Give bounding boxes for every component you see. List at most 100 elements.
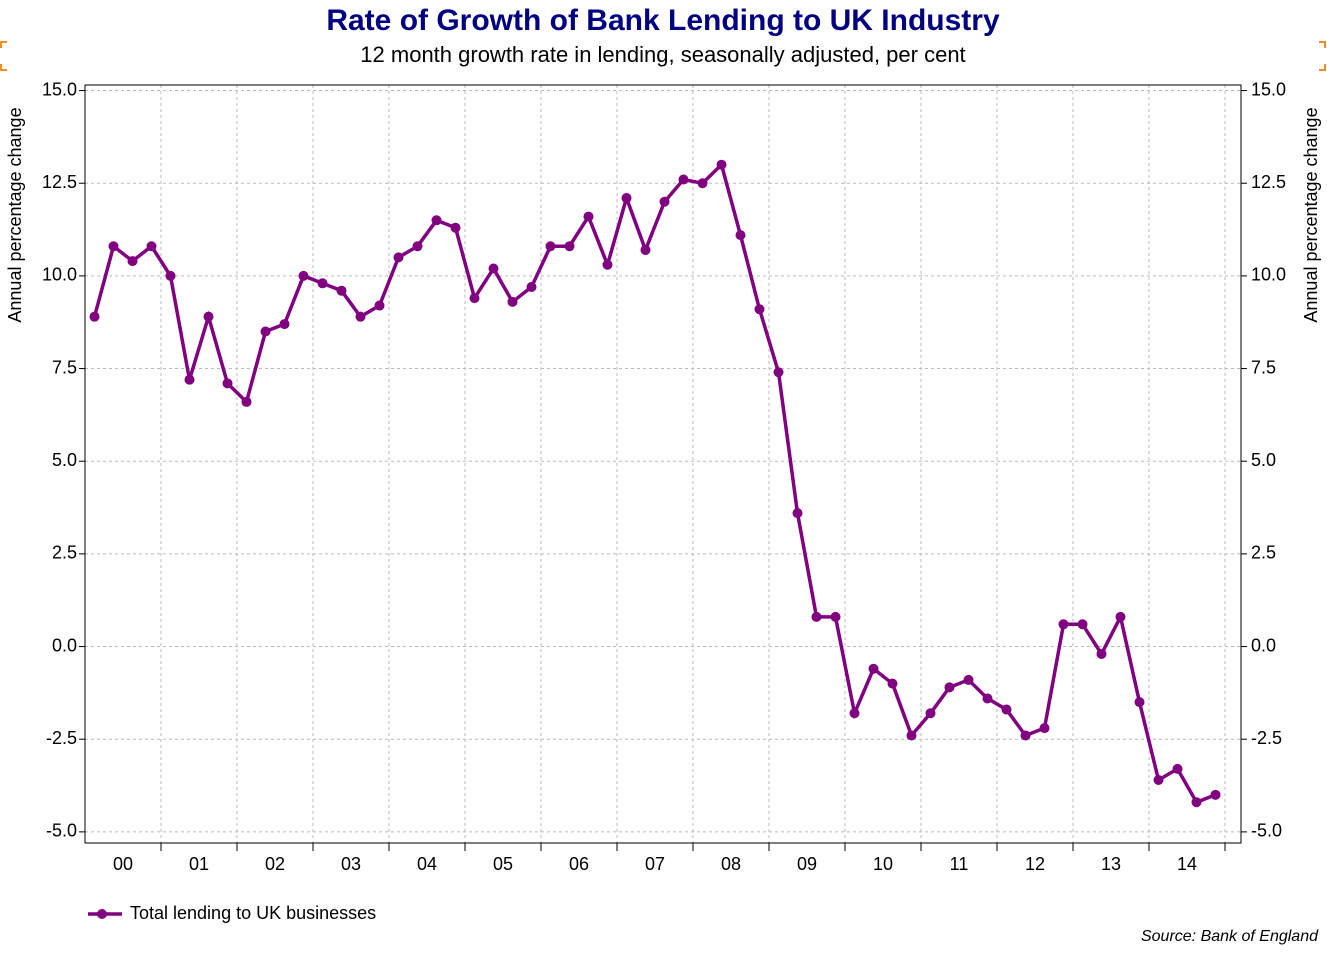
x-tick-label: 14 (1177, 854, 1197, 874)
y2-tick-label: -2.5 (1251, 728, 1282, 748)
data-point (963, 674, 974, 685)
data-point (165, 270, 176, 281)
data-point (450, 222, 461, 233)
data-point (1001, 704, 1012, 715)
data-point (944, 682, 955, 693)
corner-mark (1319, 41, 1326, 71)
y-axis-label: Annual percentage change (5, 107, 25, 322)
y-tick-label: -5.0 (46, 821, 77, 841)
y2-tick-label: -5.0 (1251, 821, 1282, 841)
y-tick-label: 15.0 (42, 79, 77, 99)
data-point (545, 241, 556, 252)
legend-marker (97, 909, 107, 919)
data-point (887, 678, 898, 689)
data-point (203, 311, 214, 322)
data-point (1039, 723, 1050, 734)
x-tick-label: 02 (265, 854, 285, 874)
y-tick-label: 10.0 (42, 265, 77, 285)
data-point (393, 252, 404, 263)
x-tick-label: 04 (417, 854, 437, 874)
data-point (754, 304, 765, 315)
y-tick-label: 7.5 (52, 357, 77, 377)
data-point (260, 326, 271, 337)
data-point (1210, 789, 1221, 800)
data-point (526, 282, 537, 293)
data-point (469, 293, 480, 304)
data-point (792, 508, 803, 519)
x-tick-label: 13 (1101, 854, 1121, 874)
data-point (925, 708, 936, 719)
data-point (659, 196, 670, 207)
data-point (906, 730, 917, 741)
y-tick-label: -2.5 (46, 728, 77, 748)
data-point (507, 296, 518, 307)
data-point (583, 211, 594, 222)
legend-label: Total lending to UK businesses (130, 903, 376, 923)
y-tick-label: 2.5 (52, 543, 77, 563)
data-point (1153, 774, 1164, 785)
y-tick-label: 0.0 (52, 635, 77, 655)
x-tick-label: 08 (721, 854, 741, 874)
chart-title: Rate of Growth of Bank Lending to UK Ind… (326, 4, 1000, 37)
y-tick-label: 12.5 (42, 172, 77, 192)
y-tick-label: 5.0 (52, 450, 77, 470)
data-point (184, 374, 195, 385)
data-point (697, 178, 708, 189)
data-point (640, 244, 651, 255)
data-point (621, 193, 632, 204)
y2-tick-label: 10.0 (1251, 265, 1286, 285)
y2-tick-label: 15.0 (1251, 79, 1286, 99)
data-point (830, 611, 841, 622)
y2-tick-label: 5.0 (1251, 450, 1276, 470)
data-point (849, 708, 860, 719)
data-point (241, 396, 252, 407)
data-point (374, 300, 385, 311)
data-point (146, 241, 157, 252)
data-point (773, 367, 784, 378)
x-tick-label: 00 (113, 854, 133, 874)
data-point (564, 241, 575, 252)
data-point (431, 215, 442, 226)
data-point (108, 241, 119, 252)
x-tick-label: 03 (341, 854, 361, 874)
y2-axis-label: Annual percentage change (1301, 107, 1321, 322)
data-point (1172, 763, 1183, 774)
y2-tick-label: 0.0 (1251, 635, 1276, 655)
data-point (317, 278, 328, 289)
data-point (811, 611, 822, 622)
x-tick-label: 06 (569, 854, 589, 874)
x-tick-label: 07 (645, 854, 665, 874)
corner-mark (0, 41, 7, 71)
data-point (89, 311, 100, 322)
data-point (298, 270, 309, 281)
chart-subtitle: 12 month growth rate in lending, seasona… (360, 42, 965, 67)
y2-tick-label: 12.5 (1251, 172, 1286, 192)
x-tick-label: 01 (189, 854, 209, 874)
plot-frame (84, 84, 1242, 844)
data-point (127, 256, 138, 267)
data-point (1077, 619, 1088, 630)
data-point (279, 319, 290, 330)
data-point (1058, 619, 1069, 630)
data-point (1115, 611, 1126, 622)
data-point (1191, 797, 1202, 808)
data-point (1020, 730, 1031, 741)
x-tick-label: 10 (873, 854, 893, 874)
data-point (412, 241, 423, 252)
data-point (868, 663, 879, 674)
data-point (336, 285, 347, 296)
data-point (982, 693, 993, 704)
data-point (488, 263, 499, 274)
data-point (678, 174, 689, 185)
data-point (355, 311, 366, 322)
y2-tick-label: 7.5 (1251, 357, 1276, 377)
data-point (1134, 697, 1145, 708)
x-tick-label: 05 (493, 854, 513, 874)
y2-tick-label: 2.5 (1251, 543, 1276, 563)
data-point (1096, 648, 1107, 659)
data-point (735, 230, 746, 241)
x-tick-label: 11 (950, 854, 969, 874)
x-tick-label: 12 (1025, 854, 1045, 874)
